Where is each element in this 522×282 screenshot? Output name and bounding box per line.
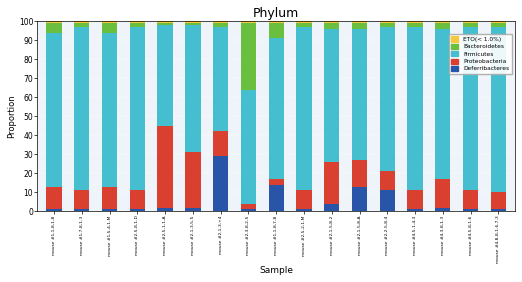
Bar bbox=[352, 160, 367, 187]
Legend: ETO(< 1.0%), Bacteroidetes, Firmicutes, Proteobacteria, Deferribacteres: ETO(< 1.0%), Bacteroidetes, Firmicutes, … bbox=[448, 34, 512, 74]
Bar bbox=[46, 21, 62, 23]
Bar bbox=[463, 210, 478, 212]
Bar bbox=[435, 21, 450, 23]
Bar bbox=[269, 21, 284, 23]
Bar bbox=[408, 27, 423, 190]
Bar bbox=[324, 21, 339, 23]
Bar bbox=[379, 190, 395, 212]
Bar bbox=[324, 29, 339, 162]
Bar bbox=[158, 208, 173, 212]
Bar bbox=[130, 27, 145, 190]
Bar bbox=[491, 21, 506, 23]
Bar bbox=[379, 23, 395, 27]
Bar bbox=[185, 25, 200, 152]
Bar bbox=[491, 27, 506, 192]
Bar bbox=[185, 208, 200, 212]
Bar bbox=[74, 21, 89, 23]
X-axis label: Sample: Sample bbox=[259, 266, 293, 275]
Bar bbox=[213, 21, 228, 23]
Bar bbox=[491, 210, 506, 212]
Bar bbox=[185, 21, 200, 23]
Bar bbox=[130, 21, 145, 23]
Bar bbox=[185, 23, 200, 25]
Bar bbox=[158, 25, 173, 126]
Bar bbox=[74, 23, 89, 27]
Bar bbox=[74, 27, 89, 190]
Bar bbox=[296, 21, 312, 23]
Bar bbox=[379, 171, 395, 190]
Bar bbox=[213, 23, 228, 27]
Bar bbox=[491, 23, 506, 27]
Bar bbox=[74, 210, 89, 212]
Bar bbox=[324, 162, 339, 204]
Bar bbox=[46, 23, 62, 32]
Bar bbox=[435, 29, 450, 179]
Bar bbox=[46, 187, 62, 210]
Bar bbox=[435, 179, 450, 208]
Bar bbox=[269, 185, 284, 212]
Bar bbox=[269, 23, 284, 38]
Bar bbox=[102, 187, 117, 210]
Bar bbox=[463, 190, 478, 210]
Bar bbox=[296, 210, 312, 212]
Bar bbox=[463, 21, 478, 23]
Bar bbox=[463, 23, 478, 27]
Bar bbox=[491, 192, 506, 210]
Bar bbox=[241, 21, 256, 23]
Bar bbox=[463, 27, 478, 190]
Bar bbox=[352, 21, 367, 23]
Bar bbox=[352, 29, 367, 160]
Title: Phylum: Phylum bbox=[253, 7, 299, 20]
Bar bbox=[408, 210, 423, 212]
Bar bbox=[269, 38, 284, 179]
Bar bbox=[379, 27, 395, 171]
Bar bbox=[102, 32, 117, 187]
Bar bbox=[102, 21, 117, 23]
Bar bbox=[324, 23, 339, 29]
Y-axis label: Proportion: Proportion bbox=[7, 94, 16, 138]
Bar bbox=[46, 32, 62, 187]
Bar bbox=[213, 27, 228, 131]
Bar bbox=[408, 190, 423, 210]
Bar bbox=[435, 208, 450, 212]
Bar bbox=[102, 23, 117, 32]
Bar bbox=[213, 156, 228, 212]
Bar bbox=[241, 210, 256, 212]
Bar bbox=[324, 204, 339, 212]
Bar bbox=[74, 190, 89, 210]
Bar bbox=[408, 21, 423, 23]
Bar bbox=[296, 23, 312, 27]
Bar bbox=[130, 210, 145, 212]
Bar bbox=[158, 23, 173, 25]
Bar bbox=[379, 21, 395, 23]
Bar bbox=[269, 179, 284, 185]
Bar bbox=[46, 210, 62, 212]
Bar bbox=[241, 23, 256, 90]
Bar bbox=[296, 190, 312, 210]
Bar bbox=[241, 90, 256, 204]
Bar bbox=[158, 21, 173, 23]
Bar bbox=[213, 131, 228, 156]
Bar bbox=[352, 187, 367, 212]
Bar bbox=[158, 126, 173, 208]
Bar bbox=[130, 190, 145, 210]
Bar bbox=[185, 152, 200, 208]
Bar bbox=[352, 23, 367, 29]
Bar bbox=[296, 27, 312, 190]
Bar bbox=[130, 23, 145, 27]
Bar bbox=[408, 23, 423, 27]
Bar bbox=[435, 23, 450, 29]
Bar bbox=[102, 210, 117, 212]
Bar bbox=[241, 204, 256, 210]
